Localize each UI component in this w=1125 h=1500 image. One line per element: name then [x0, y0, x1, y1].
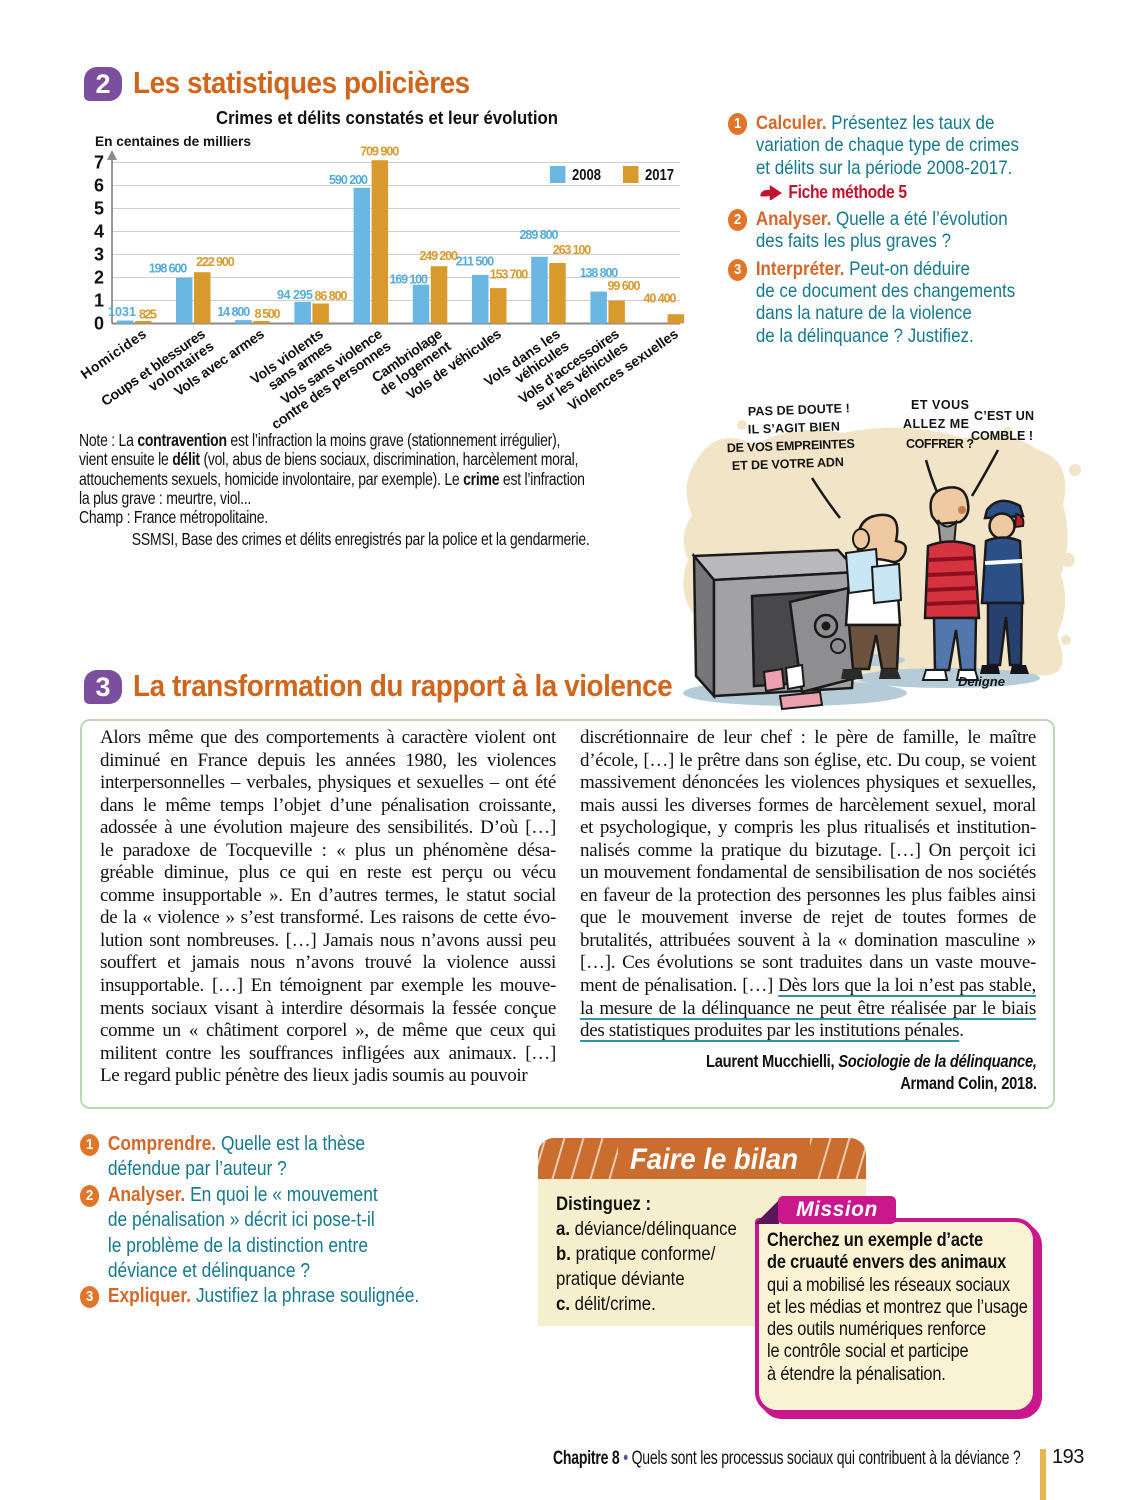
svg-text:En centaines de milliers: En centaines de milliers	[95, 133, 251, 149]
svg-text:5: 5	[94, 199, 104, 219]
svg-text:0: 0	[94, 314, 104, 334]
svg-text:ET VOUS: ET VOUS	[911, 398, 969, 412]
svg-text:222 900: 222 900	[196, 255, 235, 269]
svg-text:99 600: 99 600	[608, 279, 641, 293]
svg-text:249 200: 249 200	[419, 249, 458, 263]
svg-text:DE VOS EMPREINTES: DE VOS EMPREINTES	[727, 437, 855, 455]
svg-text:289 800: 289 800	[520, 228, 559, 242]
svg-text:Deligne: Deligne	[958, 674, 1005, 689]
svg-text:86 800: 86 800	[315, 289, 348, 303]
svg-text:2017: 2017	[645, 167, 674, 184]
svg-text:169 100: 169 100	[389, 272, 428, 286]
svg-text:Crimes et délits constatés et: Crimes et délits constatés et leur évolu…	[216, 107, 558, 128]
svg-text:6: 6	[94, 176, 104, 196]
svg-text:Faire le bilan: Faire le bilan	[630, 1143, 798, 1176]
svg-text:3: 3	[94, 245, 104, 265]
svg-text:94 295: 94 295	[277, 288, 313, 302]
svg-text:COMBLE !: COMBLE !	[971, 429, 1033, 443]
svg-text:198 600: 198 600	[149, 262, 188, 276]
svg-text:PAS DE DOUTE !: PAS DE DOUTE !	[748, 401, 850, 419]
svg-text:8 500: 8 500	[255, 307, 281, 321]
svg-text:138 800: 138 800	[580, 266, 619, 280]
svg-text:ALLEZ ME: ALLEZ ME	[903, 417, 969, 431]
svg-text:153 700: 153 700	[490, 268, 529, 282]
svg-text:40 400: 40 400	[644, 292, 677, 306]
svg-text:7: 7	[94, 153, 104, 173]
svg-text:1031: 1031	[108, 305, 136, 319]
svg-text:2008: 2008	[572, 167, 601, 184]
svg-text:COFFRER ?: COFFRER ?	[906, 437, 974, 451]
svg-text:C’EST UN: C’EST UN	[974, 409, 1034, 423]
svg-text:263 100: 263 100	[553, 243, 592, 257]
svg-text:14 800: 14 800	[217, 305, 250, 319]
svg-text:211 500: 211 500	[456, 255, 495, 269]
svg-text:2: 2	[94, 268, 104, 288]
svg-text:825: 825	[139, 308, 157, 322]
svg-text:4: 4	[94, 222, 104, 242]
svg-text:IL S’AGIT BIEN: IL S’AGIT BIEN	[748, 419, 840, 436]
svg-text:590 200: 590 200	[329, 173, 368, 187]
svg-text:709 900: 709 900	[360, 144, 399, 158]
svg-text:ET DE VOTRE ADN: ET DE VOTRE ADN	[732, 455, 844, 473]
svg-text:1: 1	[94, 291, 104, 311]
